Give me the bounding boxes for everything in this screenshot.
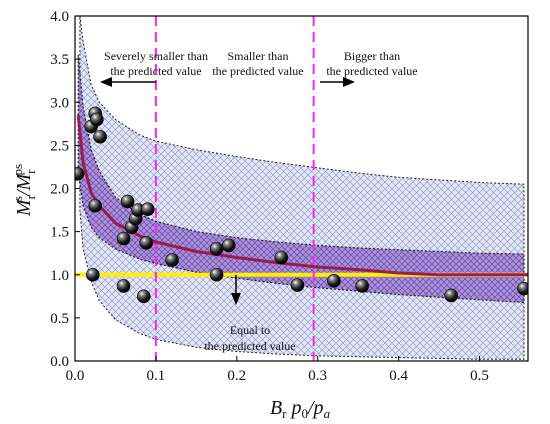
annotation-severe: Severely smaller than the predicted valu… bbox=[100, 49, 208, 87]
data-point bbox=[444, 288, 458, 303]
y-tick-label: 1.0 bbox=[50, 268, 69, 284]
y-axis-ticks: 0.0 0.5 1.0 1.5 2.0 2.5 3.0 3.5 4.0 bbox=[50, 9, 80, 370]
data-point bbox=[141, 202, 155, 216]
data-points bbox=[75, 106, 528, 304]
data-point bbox=[75, 167, 85, 181]
y-tick-label: 2.5 bbox=[50, 138, 69, 154]
annotation-equal-line2: the predicted value bbox=[204, 339, 295, 353]
data-point bbox=[165, 253, 179, 267]
annotation-severe-line2: the predicted value bbox=[110, 64, 201, 78]
y-tick-label: 0.0 bbox=[50, 354, 69, 370]
data-point bbox=[85, 267, 100, 282]
data-point bbox=[209, 242, 224, 256]
x-tick-label: 0.3 bbox=[308, 368, 327, 384]
annotation-bigger-line1: Bigger than bbox=[344, 49, 400, 63]
annotation-equal-line1: Equal to bbox=[230, 323, 270, 337]
x-tick-label: 0.0 bbox=[66, 368, 85, 384]
y-tick-label: 1.5 bbox=[50, 225, 69, 241]
x-axis-ticks: 0.0 0.1 0.2 0.3 0.4 0.5 bbox=[66, 356, 489, 384]
annotation-bigger: Bigger than the predicted value bbox=[320, 49, 418, 87]
data-point bbox=[116, 279, 131, 293]
data-point bbox=[139, 236, 153, 250]
data-point bbox=[327, 273, 341, 288]
data-point bbox=[93, 129, 107, 144]
data-point bbox=[90, 112, 104, 127]
x-tick-label: 0.1 bbox=[147, 368, 166, 384]
y-tick-label: 4.0 bbox=[50, 9, 69, 25]
y-tick-label: 3.0 bbox=[50, 95, 69, 111]
data-point bbox=[274, 250, 289, 265]
arrow-left-icon bbox=[100, 77, 112, 87]
annotation-bigger-line2: the predicted value bbox=[326, 64, 417, 78]
data-point bbox=[209, 267, 224, 282]
x-tick-label: 0.2 bbox=[227, 368, 246, 384]
y-tick-label: 0.5 bbox=[50, 311, 69, 327]
x-axis-title: Br p0/pa bbox=[270, 397, 331, 421]
plot-area bbox=[75, 16, 528, 361]
y-tick-label: 3.5 bbox=[50, 52, 69, 68]
annotation-smaller-line2: the predicted value bbox=[212, 64, 303, 78]
data-point bbox=[290, 278, 305, 292]
data-point bbox=[221, 238, 236, 253]
annotation-equal: Equal to the predicted value bbox=[204, 275, 296, 353]
y-tick-label: 2.0 bbox=[50, 182, 69, 198]
annotation-severe-line1: Severely smaller than bbox=[104, 49, 208, 63]
x-tick-label: 0.5 bbox=[470, 368, 489, 384]
data-point bbox=[517, 281, 528, 296]
arrow-right-icon bbox=[343, 77, 355, 87]
data-point bbox=[88, 198, 103, 213]
annotation-smaller-line1: Smaller than bbox=[228, 49, 289, 63]
data-point bbox=[136, 289, 151, 304]
y-axis-title: Mrs/Mrps bbox=[10, 164, 38, 217]
data-point bbox=[116, 231, 131, 246]
data-point bbox=[120, 194, 135, 209]
x-tick-label: 0.4 bbox=[389, 368, 408, 384]
arrow-down-icon bbox=[231, 293, 241, 305]
inner-confidence-band bbox=[77, 54, 525, 304]
annotation-smaller: Smaller than the predicted value bbox=[212, 49, 303, 78]
data-point bbox=[355, 279, 369, 293]
